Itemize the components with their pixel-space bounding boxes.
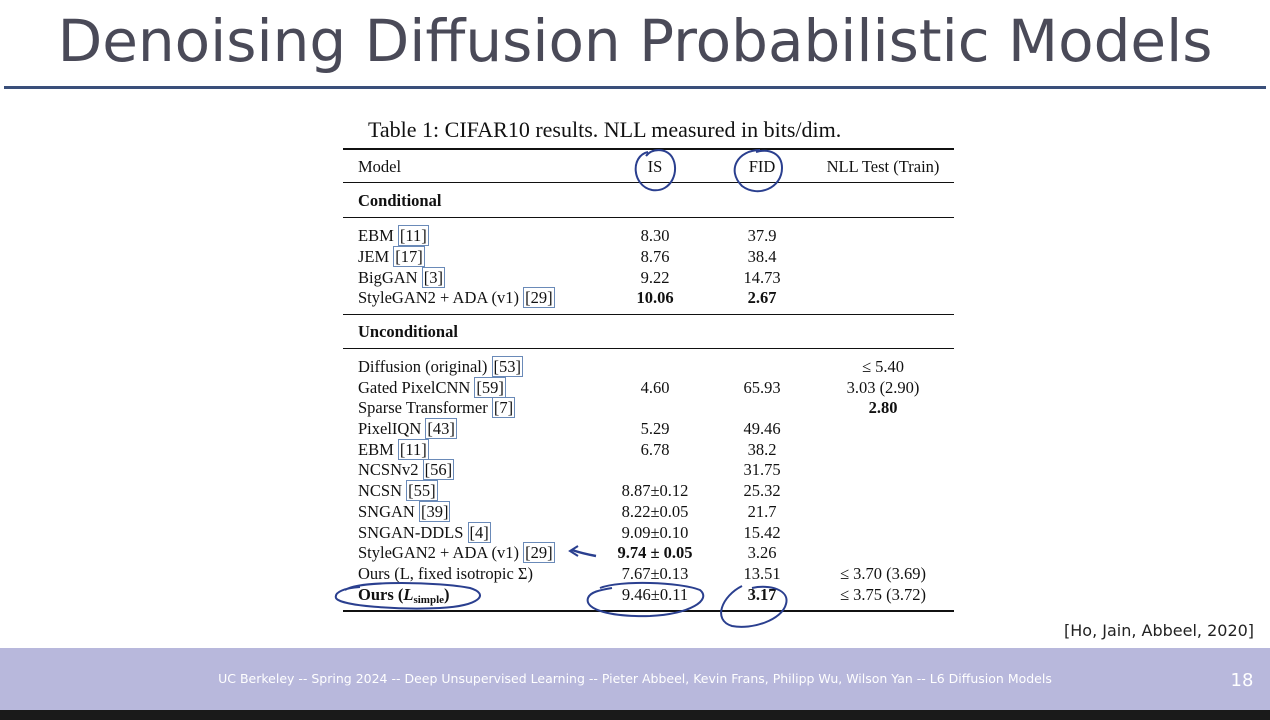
is-value: 9.74 ± 0.05 [617, 543, 693, 562]
is-value: 8.30 [640, 226, 670, 245]
model-name: NCSN [55] [358, 480, 438, 501]
fid-value: 2.67 [747, 288, 777, 307]
model-name: PixelIQN [43] [358, 418, 457, 439]
table-caption: Table 1: CIFAR10 results. NLL measured i… [368, 117, 842, 142]
slide-title: Denoising Diffusion Probabilistic Models [57, 7, 1213, 75]
model-name: SNGAN-DDLS [4] [358, 522, 491, 543]
footer-bar: UC Berkeley -- Spring 2024 -- Deep Unsup… [0, 648, 1270, 710]
model-name: EBM [11] [358, 439, 429, 460]
model-name: Diffusion (original) [53] [358, 356, 524, 377]
fid-value: 21.7 [747, 502, 777, 521]
nll-value: 3.03 (2.90) [846, 378, 920, 397]
model-name: Ours (L, fixed isotropic Σ) [358, 564, 534, 583]
fid-value: 3.26 [747, 543, 777, 562]
header-rule [343, 182, 954, 183]
fid-value: 25.32 [743, 481, 781, 500]
is-value: 4.60 [640, 378, 670, 397]
model-name: SNGAN [39] [358, 501, 451, 522]
fid-value: 13.51 [743, 564, 781, 583]
conditional-rule [343, 217, 954, 218]
header-nll: NLL Test (Train) [826, 157, 940, 176]
model-name: Ours (Lsimple) [358, 585, 450, 606]
footer-text: UC Berkeley -- Spring 2024 -- Deep Unsup… [218, 671, 1052, 686]
page-number: 18 [1230, 670, 1254, 691]
model-name: EBM [11] [358, 225, 429, 246]
ink-arrow-head [568, 545, 579, 557]
model-name: StyleGAN2 + ADA (v1) [29] [358, 542, 555, 563]
model-name: BigGAN [3] [358, 267, 445, 288]
fid-value: 3.17 [747, 585, 777, 604]
nll-value: 2.80 [868, 398, 898, 417]
is-value: 10.06 [636, 288, 674, 307]
is-value: 8.87±0.12 [621, 481, 689, 500]
is-value: 8.76 [640, 247, 670, 266]
model-name: Gated PixelCNN [59] [358, 377, 506, 398]
is-value: 7.67±0.13 [621, 564, 689, 583]
fid-value: 49.46 [743, 419, 781, 438]
fid-value: 38.2 [747, 440, 777, 459]
section-rule [343, 314, 954, 315]
table-top-rule [343, 148, 954, 150]
section-conditional: Conditional [358, 191, 442, 210]
is-value: 9.09±0.10 [621, 523, 689, 542]
header-model: Model [358, 157, 402, 176]
nll-value: ≤ 5.40 [861, 357, 905, 376]
fid-value: 31.75 [743, 460, 781, 479]
nll-value: ≤ 3.70 (3.69) [839, 564, 927, 583]
fid-value: 14.73 [743, 268, 781, 287]
fid-value: 65.93 [743, 378, 781, 397]
table-bottom-rule [343, 610, 954, 612]
model-name: Sparse Transformer [7] [358, 397, 516, 418]
fid-value: 38.4 [747, 247, 777, 266]
nll-value: ≤ 3.75 (3.72) [839, 585, 927, 604]
unconditional-rule [343, 348, 954, 349]
is-value: 8.22±0.05 [621, 502, 689, 521]
title-underline [4, 86, 1266, 89]
citation: [Ho, Jain, Abbeel, 2020] [1064, 621, 1255, 640]
model-name: JEM [17] [358, 246, 425, 267]
is-value: 9.46±0.11 [621, 585, 689, 604]
model-name: StyleGAN2 + ADA (v1) [29] [358, 287, 555, 308]
fid-value: 37.9 [747, 226, 777, 245]
bottom-border [0, 710, 1270, 720]
header-is: IS [647, 157, 663, 176]
is-value: 9.22 [640, 268, 670, 287]
fid-value: 15.42 [743, 523, 781, 542]
is-value: 6.78 [640, 440, 670, 459]
header-fid: FID [748, 157, 776, 176]
section-unconditional: Unconditional [358, 322, 458, 341]
model-name: NCSNv2 [56] [358, 459, 455, 480]
is-value: 5.29 [640, 419, 670, 438]
